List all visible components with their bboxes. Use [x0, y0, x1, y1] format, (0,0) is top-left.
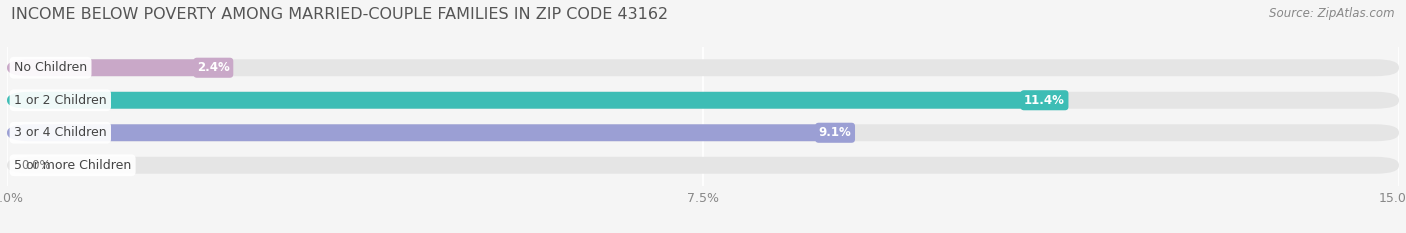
FancyBboxPatch shape	[7, 157, 1399, 174]
FancyBboxPatch shape	[7, 92, 1399, 109]
FancyBboxPatch shape	[7, 92, 1064, 109]
FancyBboxPatch shape	[7, 59, 229, 76]
FancyBboxPatch shape	[7, 124, 852, 141]
Text: 1 or 2 Children: 1 or 2 Children	[14, 94, 107, 107]
Text: 0.0%: 0.0%	[21, 159, 51, 172]
Text: 9.1%: 9.1%	[818, 126, 852, 139]
Text: No Children: No Children	[14, 61, 87, 74]
Text: 5 or more Children: 5 or more Children	[14, 159, 131, 172]
Text: INCOME BELOW POVERTY AMONG MARRIED-COUPLE FAMILIES IN ZIP CODE 43162: INCOME BELOW POVERTY AMONG MARRIED-COUPL…	[11, 7, 668, 22]
Text: Source: ZipAtlas.com: Source: ZipAtlas.com	[1270, 7, 1395, 20]
Text: 3 or 4 Children: 3 or 4 Children	[14, 126, 107, 139]
FancyBboxPatch shape	[7, 124, 1399, 141]
FancyBboxPatch shape	[7, 59, 1399, 76]
Text: 2.4%: 2.4%	[197, 61, 229, 74]
Text: 11.4%: 11.4%	[1024, 94, 1064, 107]
